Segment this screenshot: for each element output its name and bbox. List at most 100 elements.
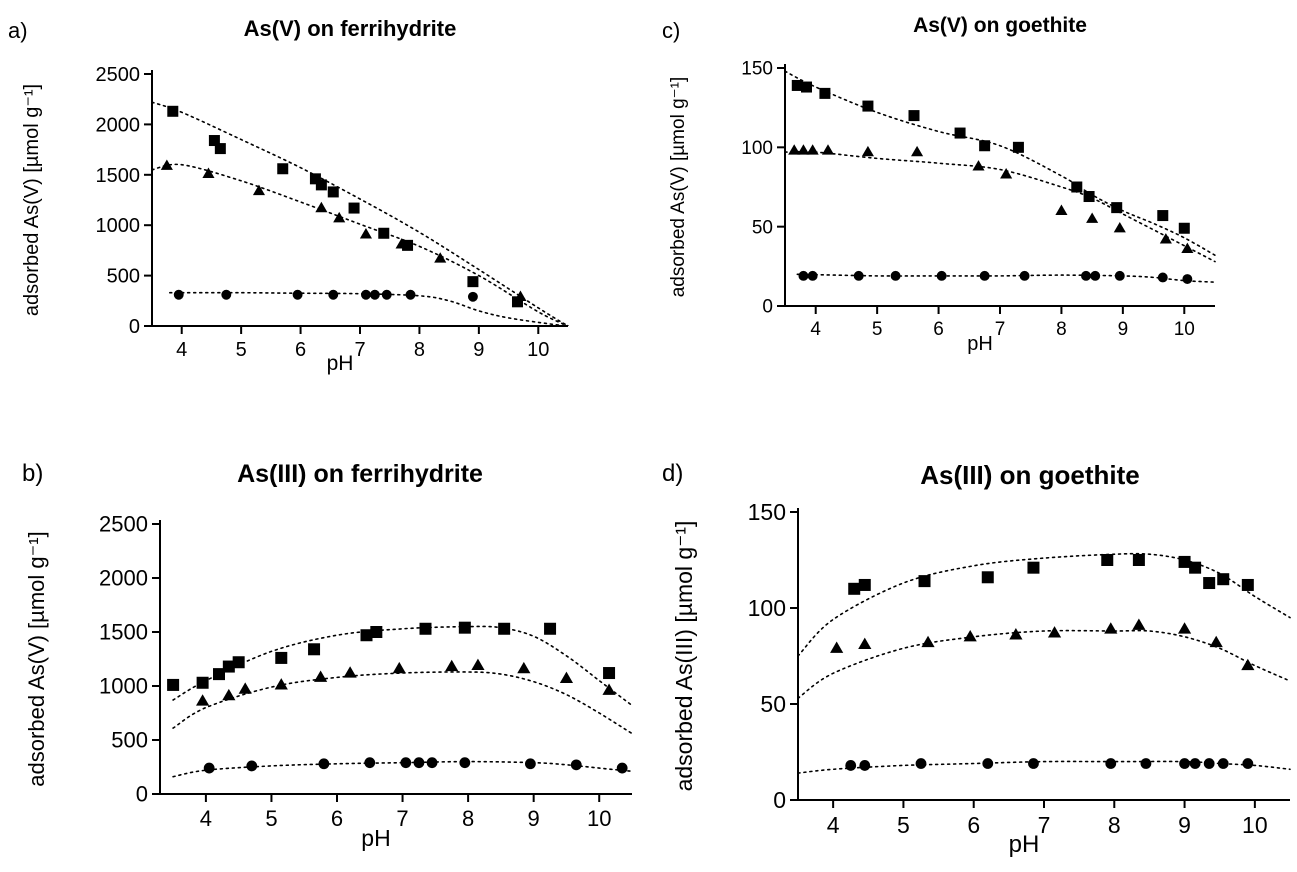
data-point-triangle (202, 167, 215, 178)
data-point-circle (1019, 270, 1030, 281)
data-point-square (402, 239, 414, 251)
x-axis-label: pH (327, 352, 354, 375)
data-point-circle (979, 270, 990, 281)
data-point-triangle (972, 160, 985, 171)
x-tick-label: 8 (1108, 812, 1121, 838)
data-point-triangle (274, 678, 288, 690)
y-tick-label: 2500 (96, 64, 141, 86)
chart-title: As(V) on goethite (913, 14, 1087, 37)
data-point-circle (798, 270, 809, 281)
data-point-square (222, 660, 235, 673)
data-point-circle (915, 758, 927, 769)
data-point-triangle (1177, 622, 1192, 634)
data-point-triangle (1055, 204, 1068, 215)
y-tick-label: 100 (748, 595, 786, 621)
data-point-circle (859, 760, 871, 771)
data-point-triangle (963, 629, 977, 642)
x-tick-label: 5 (872, 319, 883, 340)
data-point-circle (616, 762, 628, 774)
x-tick-label: 5 (897, 812, 910, 838)
data-point-circle (982, 758, 994, 769)
chart-plot: 0 50 100 150 4 5 6 7 8 9 10 pH adsorbed As(III) [µmo… (671, 499, 1291, 858)
data-point-square (1101, 554, 1114, 566)
data-point-triangle (1009, 628, 1023, 640)
data-point-triangle (1113, 221, 1126, 233)
y-tick-label: 1000 (96, 215, 141, 237)
y-tick-label: 1500 (96, 165, 141, 187)
panel-letter: d) (662, 460, 684, 487)
y-axis-label: adsorbed As(V) [µmol g⁻¹] (21, 84, 43, 316)
data-point-square (1132, 554, 1145, 566)
data-point-triangle (1086, 212, 1099, 223)
chart-panel-b: b) As(III) on ferrihydrite 0 500 1000 1500 2… (0, 430, 640, 872)
data-point-triangle (314, 670, 328, 682)
data-point-square (275, 651, 288, 664)
y-tick-label: 0 (773, 787, 786, 813)
chart-panel-d: d) As(III) on goethite 0 50 100 150 4 5 6 7 8 9 10… (650, 430, 1297, 872)
data-point-square (1012, 141, 1024, 153)
data-point-square (308, 643, 321, 656)
chart-title: As(V) on ferrihydrite (243, 16, 457, 41)
y-tick-label: 150 (741, 59, 773, 80)
data-point-triangle (821, 144, 835, 155)
y-tick-label: 500 (107, 266, 140, 288)
data-point-triangle (315, 201, 328, 213)
x-tick-label: 4 (200, 806, 212, 831)
data-point-circle (936, 270, 947, 281)
data-point-triangle (395, 238, 408, 249)
y-tick-label: 150 (748, 499, 786, 525)
data-point-square (1189, 561, 1202, 574)
panel-letter: c) (662, 18, 681, 43)
x-tick-label: 9 (1118, 319, 1129, 340)
data-point-triangle (1104, 622, 1118, 634)
data-point-triangle (911, 145, 924, 157)
data-point-square (309, 173, 321, 185)
data-point-square (467, 276, 479, 288)
chart-plot: 0 50 100 150 4 5 6 7 8 9 10 pH adsorbed As(V) [µmol … (668, 59, 1216, 355)
y-tick-label: 2000 (99, 566, 148, 591)
x-tick-label: 10 (1242, 812, 1268, 838)
data-point-square (908, 110, 920, 122)
data-point-square (1083, 191, 1095, 203)
data-point-circle (426, 757, 438, 769)
data-point-triangle (238, 682, 252, 694)
data-point-circle (570, 759, 582, 771)
data-point-square (208, 135, 220, 147)
data-point-square (232, 656, 245, 669)
data-point-triangle (392, 661, 406, 674)
data-point-triangle (343, 666, 357, 678)
y-tick-label: 0 (129, 316, 140, 338)
x-tick-label: 6 (933, 319, 944, 340)
panel-letter: a) (8, 18, 28, 43)
data-point-circle (467, 291, 478, 302)
x-tick-label: 4 (810, 319, 821, 340)
data-point-circle (1090, 270, 1101, 281)
data-point-square (1027, 561, 1040, 574)
data-point-circle (221, 289, 232, 300)
data-point-square (348, 202, 360, 214)
data-point-square (214, 143, 226, 155)
y-tick-label: 0 (136, 782, 148, 807)
data-point-circle (853, 270, 864, 281)
data-point-circle (381, 289, 392, 300)
fit-curve-circle (169, 291, 569, 326)
chart-plot: 0 500 1000 1500 2000 2500 4 5 6 7 8 9 10 pH adsorbed A… (21, 64, 569, 375)
data-point-square (167, 105, 179, 117)
x-tick-label: 6 (331, 806, 343, 831)
data-point-triangle (858, 637, 872, 650)
data-point-triangle (1000, 168, 1013, 179)
data-point-circle (1217, 758, 1229, 769)
data-point-circle (1179, 758, 1190, 769)
data-point-circle (1242, 758, 1254, 769)
x-tick-label: 7 (1038, 812, 1051, 838)
y-tick-label: 1000 (99, 674, 148, 699)
data-point-triangle (788, 144, 801, 155)
data-point-triangle (196, 694, 210, 706)
fit-curve-circle (798, 760, 1291, 774)
data-point-triangle (797, 144, 810, 155)
x-tick-label: 10 (587, 806, 611, 831)
x-axis-label: pH (1009, 831, 1040, 858)
y-tick-label: 2500 (99, 512, 148, 537)
data-point-circle (1203, 758, 1215, 769)
y-tick-label: 50 (760, 691, 786, 717)
